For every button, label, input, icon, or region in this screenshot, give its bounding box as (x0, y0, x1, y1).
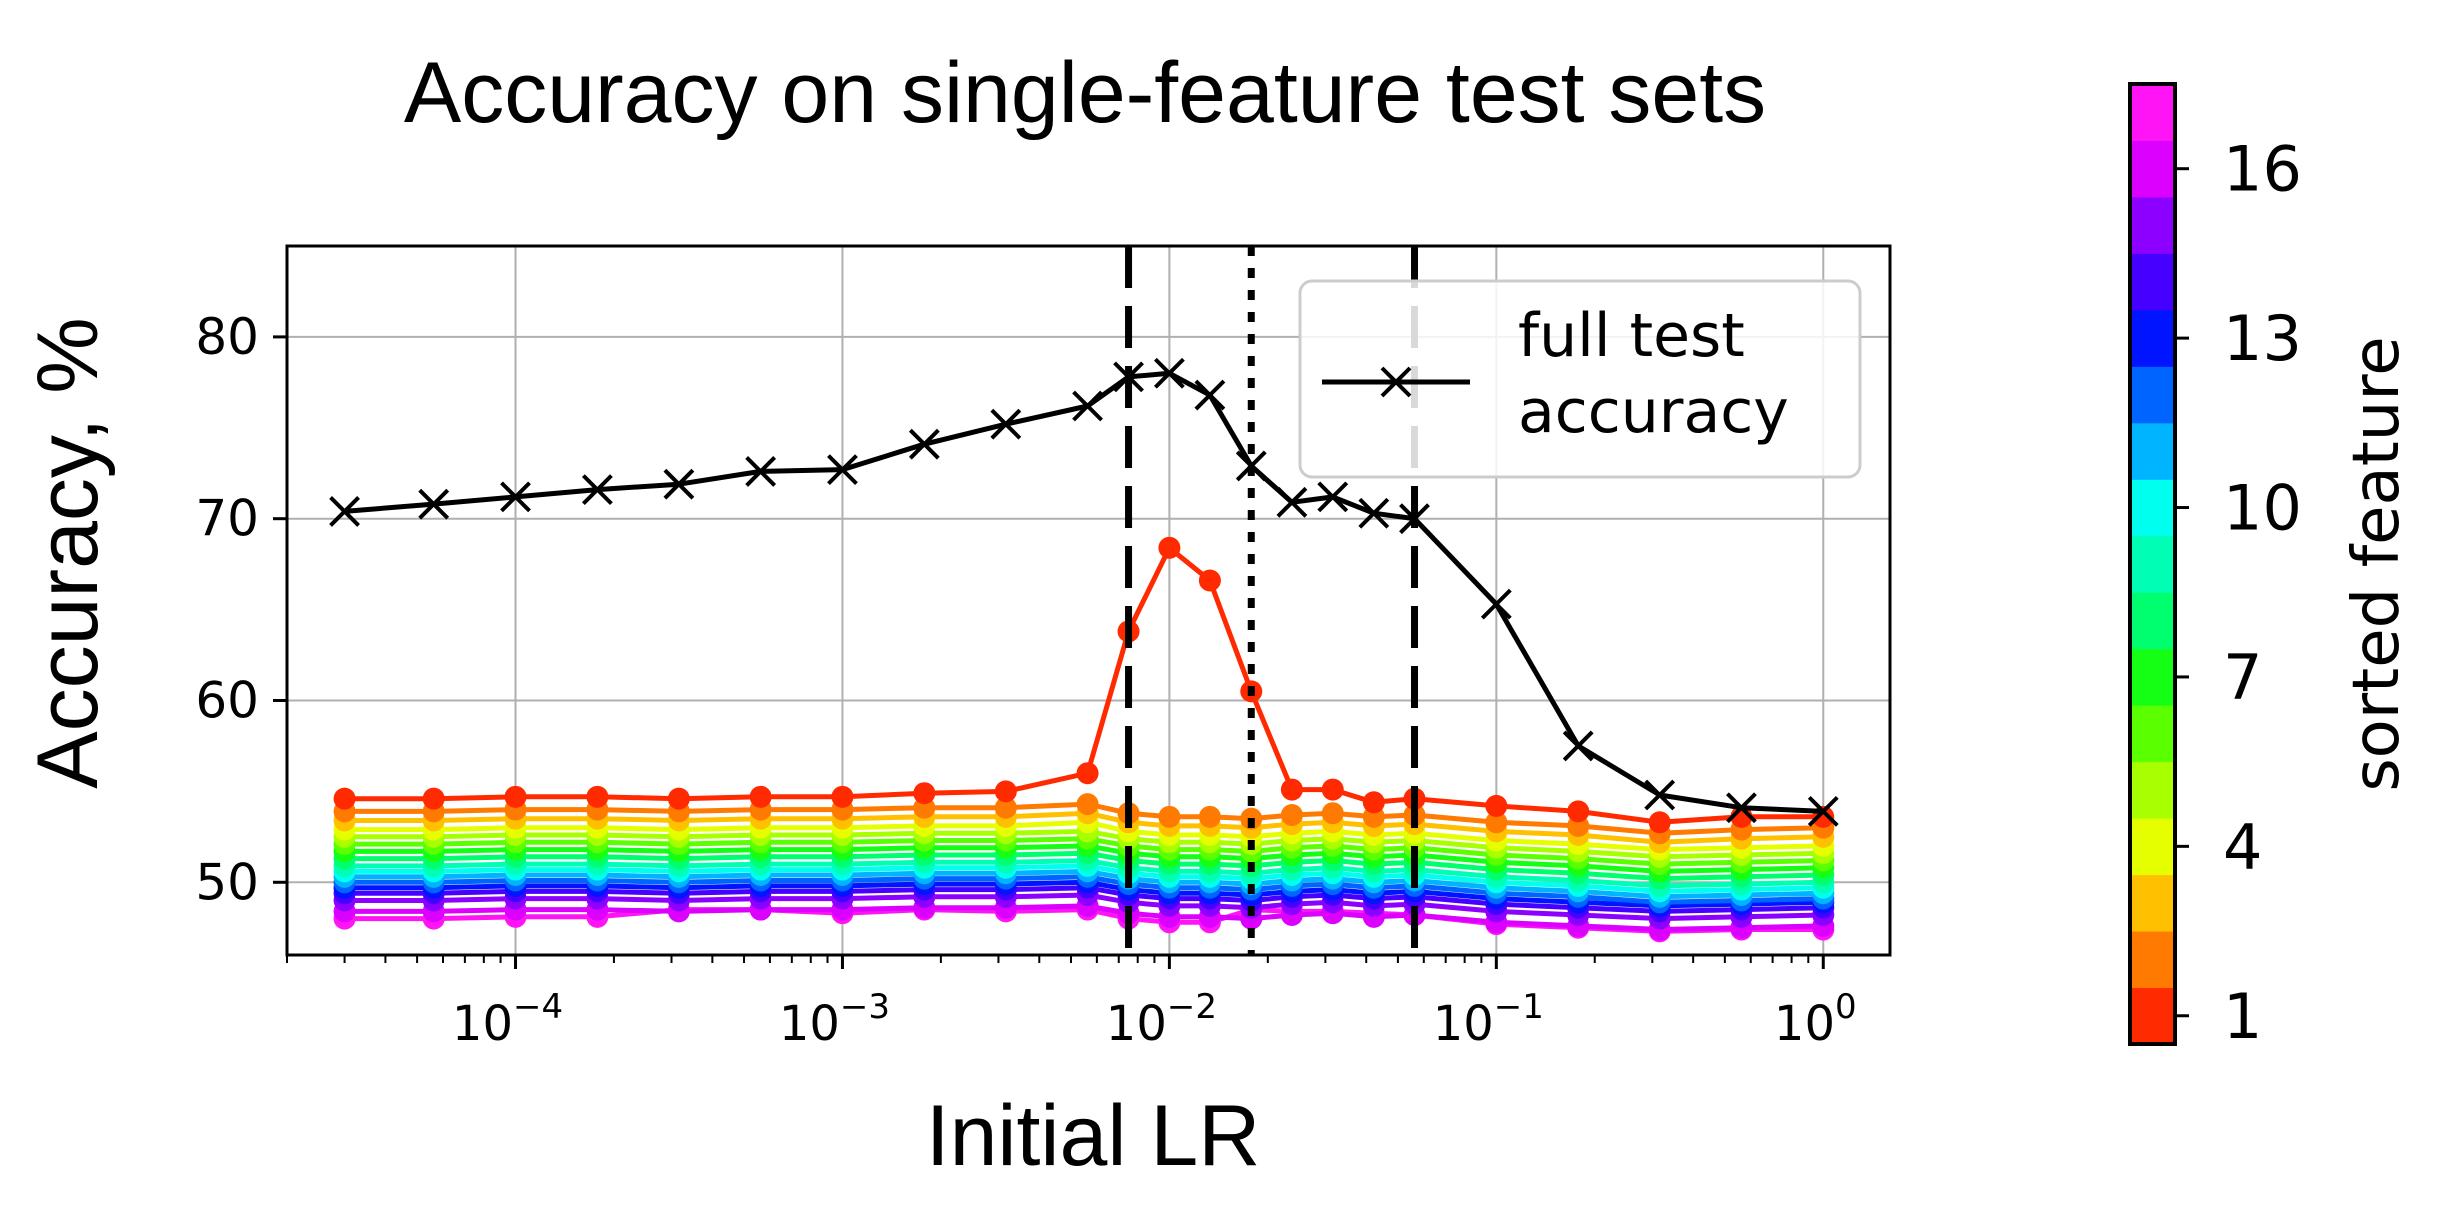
full-accuracy-point (329, 496, 360, 527)
feature-point (422, 787, 445, 810)
feature-point (504, 785, 527, 808)
full-accuracy-point (745, 456, 777, 487)
full-accuracy-point (1807, 795, 1839, 827)
colorbar-segment (2130, 366, 2175, 424)
y-tick-label: 70 (195, 490, 259, 548)
feature-point (1485, 811, 1508, 834)
colorbar-frame (2128, 82, 2177, 1046)
legend-label: accuracy (1518, 377, 1789, 447)
full-accuracy-point (1480, 588, 1512, 620)
colorbar-segment (2130, 761, 2175, 819)
feature-series-1 (333, 536, 1835, 834)
full-accuracy-point (1562, 730, 1594, 762)
x-tick-label: 10−4 (452, 987, 563, 1052)
colorbar-tick-label: 4 (2223, 810, 2262, 883)
feature-point (586, 785, 609, 808)
colorbar-segment (2130, 987, 2175, 1045)
plot-area: 10−4 10−3 10−2 10−1 100 50 60 70 80 full testaccu… (195, 244, 1892, 1052)
feature-point (1280, 778, 1303, 801)
legend-box (1298, 279, 1862, 479)
full-accuracy-point (418, 488, 450, 520)
full-accuracy-point (1235, 450, 1267, 482)
feature-point (913, 782, 936, 805)
colorbar-segment (2130, 84, 2175, 141)
colorbar-segment (2130, 422, 2175, 480)
feature-point (1648, 811, 1671, 834)
full-accuracy-point (1317, 481, 1349, 513)
full-accuracy-point (581, 474, 613, 506)
colorbar: 1 4 7 10 13 16 sorted feature (2128, 82, 2414, 1053)
x-tick-label: 10−3 (779, 987, 890, 1052)
legend-label: full test (1518, 301, 1745, 371)
feature-point (831, 785, 854, 808)
colorbar-segment (2130, 479, 2175, 537)
feature-point (1321, 802, 1344, 825)
feature-point (1485, 794, 1508, 817)
x-tick-label: 100 (1774, 987, 1857, 1052)
legend-marker (1380, 366, 1412, 398)
y-axis-label: Accuracy, % (20, 317, 116, 789)
full-accuracy-point (990, 408, 1022, 440)
colorbar-segment (2130, 874, 2175, 932)
feature-point (1567, 800, 1590, 823)
full-accuracy-point (1399, 503, 1430, 535)
full-accuracy-point (1113, 361, 1144, 393)
colorbar-segment (2130, 592, 2175, 650)
colorbar-segment (2130, 535, 2175, 593)
x-tick-label: 10−1 (1433, 987, 1544, 1052)
colorbar-tick-label: 7 (2223, 641, 2262, 714)
colorbar-tick-label: 1 (2223, 980, 2262, 1053)
feature-point (994, 796, 1017, 819)
full-accuracy-point (827, 454, 858, 486)
feature-point (667, 787, 690, 810)
feature-series-2 (333, 793, 1835, 845)
feature-point (1076, 793, 1099, 816)
full-accuracy-point (908, 428, 940, 460)
feature-point (1158, 536, 1181, 559)
feature-point (1198, 805, 1221, 828)
feature-point (1321, 778, 1344, 801)
full-accuracy-point (663, 468, 695, 500)
feature-point (1076, 762, 1099, 785)
y-tick-label: 80 (195, 308, 259, 366)
feature-point (749, 785, 772, 808)
colorbar-segment (2130, 253, 2175, 311)
full-accuracy-point (1072, 390, 1103, 422)
y-tick-label: 60 (195, 671, 259, 729)
colorbar-segment (2130, 648, 2175, 706)
full-accuracy-point (1276, 486, 1308, 518)
colorbar-segment (2130, 931, 2175, 989)
plot-frame (285, 244, 1892, 957)
colorbar-tick-label: 10 (2223, 472, 2302, 545)
feature-point (1158, 805, 1181, 828)
x-axis-label: Initial LR (926, 1088, 1261, 1184)
full-accuracy-point (500, 481, 531, 513)
colorbar-segment (2130, 705, 2175, 763)
full-accuracy-point (1726, 792, 1757, 824)
feature-point (994, 780, 1017, 803)
full-accuracy-series (329, 357, 1839, 827)
feature-point (1198, 569, 1221, 592)
feature-point (1280, 804, 1303, 827)
colorbar-label: sorted feature (2340, 336, 2414, 791)
colorbar-segment (2130, 140, 2175, 198)
colorbar-segment (2130, 818, 2175, 876)
chart-title: Accuracy on single-feature test sets (404, 45, 1766, 141)
full-accuracy-point (1153, 357, 1185, 389)
full-accuracy-point (1194, 379, 1226, 411)
y-tick-label: 50 (195, 853, 259, 911)
full-accuracy-point (1358, 497, 1390, 529)
colorbar-tick-label: 13 (2223, 302, 2302, 375)
colorbar-tick-label: 16 (2223, 133, 2302, 206)
x-tick-label: 10−2 (1106, 987, 1217, 1052)
feature-point (333, 787, 356, 810)
colorbar-segment (2130, 309, 2175, 367)
colorbar-segment (2130, 196, 2175, 254)
full-accuracy-point (1644, 779, 1676, 811)
feature-point (1362, 791, 1385, 814)
